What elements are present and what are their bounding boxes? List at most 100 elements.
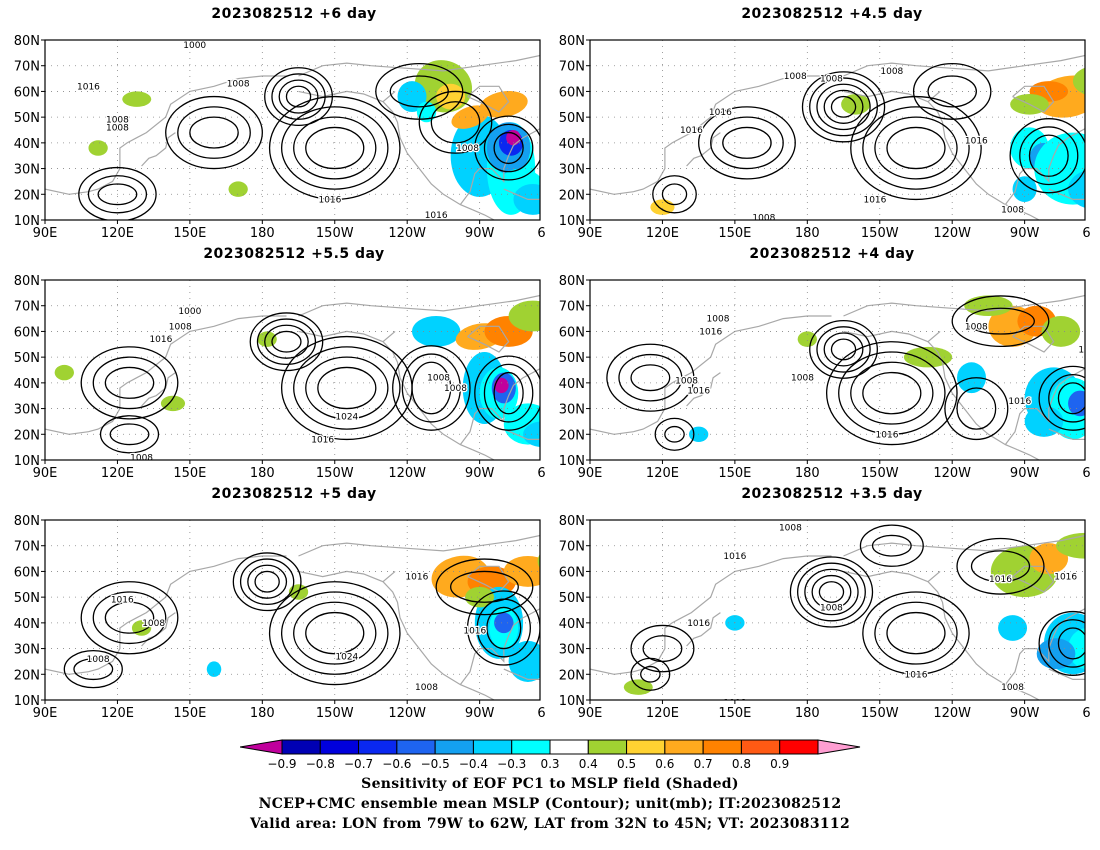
lat-label: 70N — [14, 60, 40, 75]
mslp-contour — [630, 624, 695, 673]
lat-label: 60N — [14, 85, 40, 100]
coastline — [503, 668, 540, 680]
sensitivity-shade — [88, 140, 108, 156]
contour-label: 1008 — [415, 683, 438, 693]
lon-label: 90W — [465, 226, 495, 241]
contour-label: 1016 — [863, 195, 886, 205]
contour-label: 1008 — [169, 322, 192, 332]
mslp-contour — [886, 126, 946, 170]
mslp-contour — [73, 658, 114, 681]
mslp-contour — [951, 295, 1050, 347]
colorbar-tick-label: 0.3 — [540, 757, 559, 771]
mslp-contour — [811, 574, 852, 610]
mslp-contour — [486, 606, 522, 650]
mslp-contour — [418, 90, 493, 154]
sensitivity-shade — [1041, 316, 1081, 347]
contour-label: 1008 — [444, 384, 467, 394]
coastline — [843, 330, 929, 343]
map-frame — [44, 279, 541, 461]
sensitivity-shade — [1068, 170, 1085, 208]
mslp-contour — [411, 361, 452, 415]
sensitivity-shade — [506, 130, 521, 146]
coastline — [1012, 85, 1055, 113]
lon-label: 60W — [1082, 226, 1090, 241]
contour-label: 1016 — [111, 596, 134, 606]
lon-label: 180 — [250, 466, 275, 481]
colorbar-tick-label: 0.5 — [617, 757, 636, 771]
colorbar-swatch — [740, 739, 781, 755]
mslp-contour — [970, 550, 1031, 583]
contour-label: 1008 — [820, 603, 843, 613]
lat-label: 60N — [14, 565, 40, 580]
lat-label: 10N — [14, 214, 40, 229]
mslp-contour — [305, 126, 365, 170]
mslp-contour — [271, 330, 302, 353]
map-panel-2: 1008 1008 1016 1016 1016 1008 1016 1008 1008 80N 7… — [545, 30, 1090, 245]
coastline — [467, 325, 510, 353]
mslp-contour — [830, 338, 857, 361]
lat-label: 30N — [14, 163, 40, 178]
sensitivity-shade — [479, 90, 528, 118]
contour-label: 1000 — [178, 307, 201, 317]
mslp-contour — [92, 591, 167, 645]
contour-label: 1016 — [723, 552, 746, 562]
mslp-contour — [886, 611, 946, 655]
mslp-contour — [483, 123, 534, 173]
lon-label: 90W — [465, 706, 495, 721]
contour-label: 1008 — [87, 655, 110, 665]
coastline — [472, 689, 496, 700]
lon-label: 60W — [1082, 466, 1090, 481]
lat-label: 20N — [14, 428, 40, 443]
coastline — [298, 90, 384, 103]
coastline — [1048, 428, 1085, 440]
lon-label: 180 — [250, 226, 275, 241]
coastline — [298, 294, 540, 317]
lon-label: 120E — [101, 706, 134, 721]
lat-label: 20N — [559, 428, 585, 443]
lon-label: 180 — [795, 226, 820, 241]
mslp-contour — [652, 175, 697, 214]
mslp-contour — [874, 116, 958, 180]
coastline — [927, 90, 1018, 211]
colorbar-swatch — [817, 739, 861, 755]
lat-label: 80N — [14, 34, 40, 49]
contour-label: 1016 — [77, 82, 100, 92]
lat-label: 40N — [14, 137, 40, 152]
colorbar-swatch — [587, 739, 628, 755]
mslp-contour — [401, 353, 461, 423]
mslp-contour — [966, 307, 1035, 335]
lon-label: 90E — [33, 226, 58, 241]
colorbar-tick-label: 0.4 — [579, 757, 598, 771]
map-content: 1008 1016 1008 1016 1016 1016 1016 1008 1008 80N 7… — [559, 514, 1090, 721]
mslp-contour — [640, 665, 661, 683]
contour-label: 1016 — [989, 575, 1012, 585]
sensitivity-shade — [797, 331, 817, 347]
lon-label: 150E — [173, 226, 206, 241]
coastline — [927, 330, 1018, 451]
mslp-contour — [254, 570, 280, 593]
lon-label: 60W — [1082, 706, 1090, 721]
contour-label: 1008 — [106, 123, 129, 133]
lat-label: 30N — [559, 403, 585, 418]
contour-label: 1016 — [905, 670, 928, 680]
mslp-contour — [654, 417, 695, 451]
mslp-contour — [293, 346, 401, 430]
colorbar-swatch — [702, 739, 742, 755]
lon-label: 90E — [33, 706, 58, 721]
panel-title-2: 2023082512 +4.5 day — [741, 6, 923, 22]
map-panel-4: 10081016100810081016101610161016100880N7… — [545, 270, 1090, 485]
lat-label: 50N — [559, 111, 585, 126]
lat-label: 20N — [14, 188, 40, 203]
mslp-contour — [661, 183, 688, 206]
mslp-contour — [317, 366, 377, 410]
lon-label: 90E — [578, 706, 603, 721]
lon-label: 90W — [1010, 706, 1040, 721]
mslp-contour — [280, 106, 389, 190]
map-frame — [44, 519, 541, 701]
contour-label: 1016 — [876, 430, 899, 440]
coastline — [1017, 449, 1041, 460]
mslp-contour — [630, 657, 671, 691]
lon-label: 150W — [316, 466, 354, 481]
sensitivity-shade — [964, 295, 1013, 316]
coastline — [843, 294, 1085, 317]
